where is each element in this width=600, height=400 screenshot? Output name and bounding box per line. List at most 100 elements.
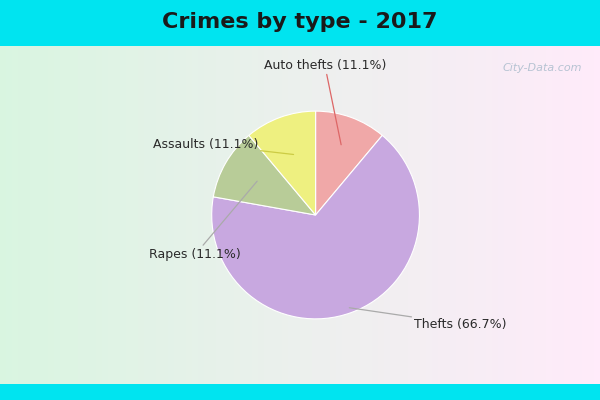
Bar xyxy=(576,46,582,384)
Bar xyxy=(492,46,498,384)
Bar xyxy=(552,46,558,384)
Bar xyxy=(42,46,48,384)
Bar xyxy=(312,46,318,384)
Bar xyxy=(174,46,180,384)
Bar xyxy=(354,46,360,384)
Bar xyxy=(420,46,426,384)
Bar xyxy=(582,46,588,384)
Bar xyxy=(564,46,570,384)
Bar xyxy=(252,46,258,384)
Bar xyxy=(144,46,150,384)
Bar xyxy=(390,46,396,384)
Bar xyxy=(54,46,60,384)
Bar xyxy=(264,46,270,384)
Bar xyxy=(180,46,186,384)
Bar xyxy=(480,46,486,384)
Bar xyxy=(294,46,300,384)
Bar xyxy=(204,46,210,384)
Bar xyxy=(258,46,264,384)
Wedge shape xyxy=(316,111,382,215)
Bar xyxy=(450,46,456,384)
Bar xyxy=(396,46,402,384)
Bar xyxy=(150,46,156,384)
Wedge shape xyxy=(249,111,316,215)
Bar xyxy=(6,46,12,384)
Bar xyxy=(570,46,576,384)
Bar xyxy=(516,46,522,384)
Bar xyxy=(132,46,138,384)
Bar xyxy=(234,46,240,384)
Bar xyxy=(0,46,6,384)
Bar xyxy=(432,46,438,384)
Bar xyxy=(408,46,414,384)
Bar xyxy=(342,46,348,384)
Bar xyxy=(126,46,132,384)
Bar xyxy=(558,46,564,384)
Bar xyxy=(510,46,516,384)
Bar xyxy=(414,46,420,384)
Bar xyxy=(486,46,492,384)
Bar xyxy=(366,46,372,384)
Bar xyxy=(504,46,510,384)
Bar xyxy=(468,46,474,384)
Bar xyxy=(330,46,336,384)
Bar xyxy=(24,46,30,384)
Bar xyxy=(462,46,468,384)
Bar xyxy=(474,46,480,384)
Bar xyxy=(138,46,144,384)
Bar xyxy=(270,46,276,384)
Bar xyxy=(66,46,72,384)
Bar xyxy=(456,46,462,384)
Bar xyxy=(228,46,234,384)
Bar xyxy=(246,46,252,384)
Wedge shape xyxy=(214,135,316,215)
Bar xyxy=(108,46,114,384)
Bar xyxy=(522,46,528,384)
Wedge shape xyxy=(212,135,419,319)
Bar xyxy=(372,46,378,384)
Bar xyxy=(102,46,108,384)
Bar xyxy=(528,46,534,384)
Bar xyxy=(336,46,342,384)
Text: Crimes by type - 2017: Crimes by type - 2017 xyxy=(162,12,438,32)
Text: Auto thefts (11.1%): Auto thefts (11.1%) xyxy=(263,59,386,145)
Bar xyxy=(594,46,600,384)
Bar xyxy=(222,46,228,384)
Bar xyxy=(426,46,432,384)
Bar xyxy=(324,46,330,384)
Bar xyxy=(48,46,54,384)
Bar xyxy=(300,46,306,384)
Text: Thefts (66.7%): Thefts (66.7%) xyxy=(349,308,507,330)
Bar xyxy=(210,46,216,384)
Bar xyxy=(540,46,546,384)
Bar xyxy=(546,46,552,384)
Text: City-Data.com: City-Data.com xyxy=(503,63,582,73)
Bar xyxy=(36,46,42,384)
Bar xyxy=(78,46,84,384)
Bar xyxy=(240,46,246,384)
Bar xyxy=(360,46,366,384)
Bar xyxy=(282,46,288,384)
Bar xyxy=(90,46,96,384)
Bar xyxy=(60,46,66,384)
Bar xyxy=(378,46,384,384)
Bar xyxy=(288,46,294,384)
Bar xyxy=(198,46,204,384)
Bar xyxy=(120,46,126,384)
Bar xyxy=(72,46,78,384)
Bar xyxy=(588,46,594,384)
Bar xyxy=(84,46,90,384)
Bar xyxy=(12,46,18,384)
Bar xyxy=(402,46,408,384)
Bar xyxy=(438,46,444,384)
Bar xyxy=(216,46,222,384)
Bar xyxy=(318,46,324,384)
Bar xyxy=(498,46,504,384)
Text: Assaults (11.1%): Assaults (11.1%) xyxy=(152,138,293,154)
Bar xyxy=(156,46,162,384)
Bar xyxy=(168,46,174,384)
Text: Rapes (11.1%): Rapes (11.1%) xyxy=(149,181,257,261)
Bar xyxy=(96,46,102,384)
Bar xyxy=(534,46,540,384)
Bar xyxy=(192,46,198,384)
